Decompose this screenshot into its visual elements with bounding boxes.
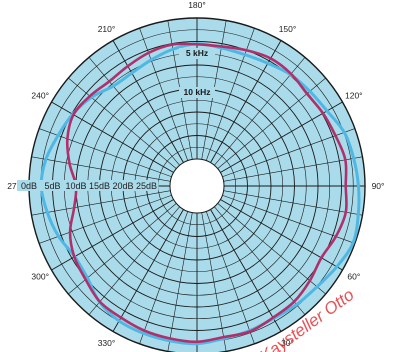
angle-label: 300° bbox=[31, 272, 49, 282]
grid-spoke bbox=[214, 206, 306, 315]
grid-spoke bbox=[39, 194, 172, 244]
series-line-10-khz bbox=[65, 42, 348, 344]
angle-label: 30° bbox=[281, 338, 294, 348]
grid-spoke bbox=[223, 156, 363, 182]
radial-label-bg bbox=[87, 180, 112, 191]
grid-spoke bbox=[51, 199, 174, 271]
grid-spoke bbox=[39, 128, 172, 178]
radial-label-bg bbox=[111, 180, 135, 191]
angle-label: 270° bbox=[7, 181, 25, 191]
grid-spoke bbox=[139, 28, 189, 161]
series-label-bg bbox=[179, 48, 215, 59]
grid-spoke bbox=[201, 212, 227, 352]
radial-label: 5dB bbox=[44, 181, 60, 191]
angle-label: 210° bbox=[98, 24, 116, 34]
grid-spoke bbox=[210, 209, 282, 332]
grid-spoke bbox=[68, 77, 177, 169]
radial-label: 0dB bbox=[21, 181, 37, 191]
grid-spoke bbox=[167, 212, 193, 352]
radial-label-bg bbox=[64, 180, 88, 191]
grid-spoke bbox=[210, 40, 282, 163]
center-circle bbox=[169, 158, 225, 214]
grid-spoke bbox=[217, 203, 326, 295]
radial-label: 25dB bbox=[136, 181, 157, 191]
angle-label: 60° bbox=[347, 272, 360, 282]
grid-spoke bbox=[222, 128, 355, 178]
chart-labels: 180° 150° 120° 90° 60° 30° 330° 300° 270° 240° 210… bbox=[7, 0, 384, 348]
grid-spoke bbox=[222, 194, 355, 244]
series-label-bg bbox=[179, 87, 215, 98]
angle-label: 90° bbox=[372, 181, 385, 191]
grid-spoke bbox=[88, 206, 180, 315]
grid-spoke bbox=[88, 57, 180, 166]
radial-label: 15dB bbox=[89, 181, 110, 191]
radial-label: 20dB bbox=[112, 181, 133, 191]
radial-label: 10dB bbox=[65, 181, 86, 191]
angle-label: 120° bbox=[345, 91, 363, 101]
center-disc bbox=[169, 158, 225, 214]
grid-spoke bbox=[112, 209, 184, 332]
grid-spoke bbox=[31, 156, 171, 182]
grid-spoke bbox=[139, 211, 189, 344]
grid-spoke bbox=[112, 40, 184, 163]
series-label: 10 kHz bbox=[184, 87, 211, 97]
angle-label: 150° bbox=[279, 24, 297, 34]
series-group bbox=[39, 42, 361, 346]
angle-label: 180° bbox=[188, 0, 206, 10]
grid-spoke bbox=[205, 211, 255, 344]
grid-spoke bbox=[31, 190, 171, 216]
radial-label-bg bbox=[40, 180, 65, 191]
angle-label: 240° bbox=[31, 91, 49, 101]
angle-label: 330° bbox=[98, 338, 116, 348]
radial-label-bg bbox=[17, 180, 41, 191]
grid-spoke bbox=[223, 190, 363, 216]
series-label: 5 kHz bbox=[186, 48, 208, 58]
radial-label-bg bbox=[134, 180, 159, 191]
